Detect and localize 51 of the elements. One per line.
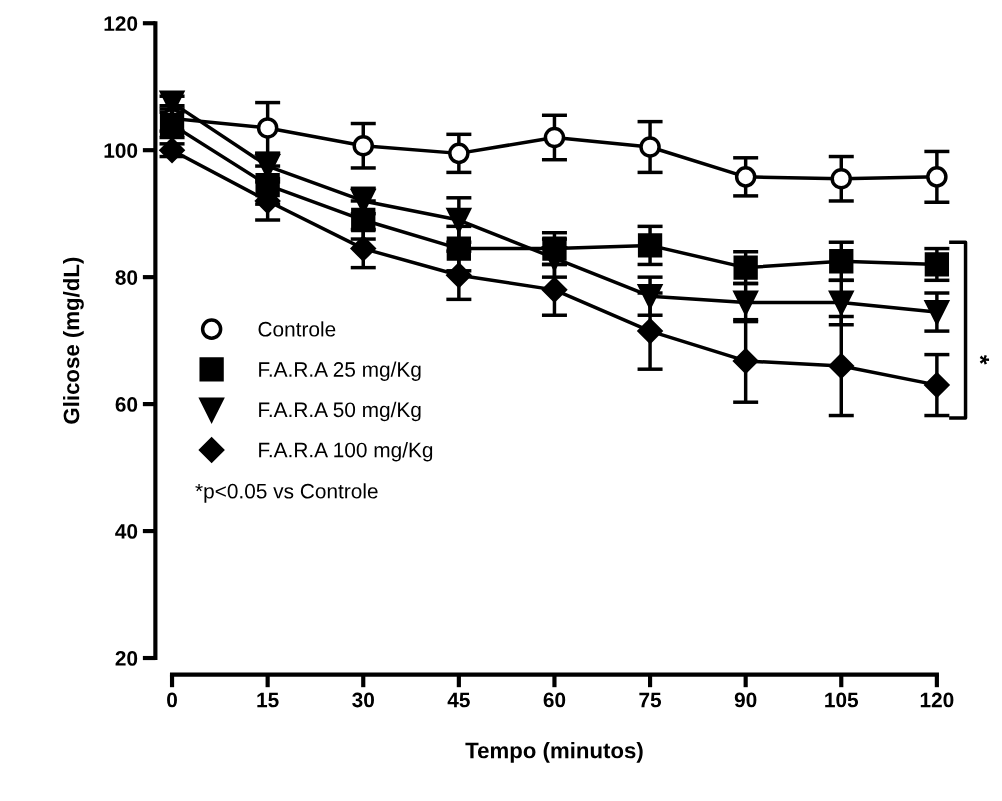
legend-label: F.A.R.A 25 mg/Kg [259,361,421,381]
x-tick-label: 75 [639,692,662,708]
point [924,372,950,398]
x-tick-label: 90 [734,692,757,708]
legend-label: F.A.R.A 100 mg/Kg [259,442,433,462]
legend-label: F.A.R.A 50 mg/Kg [259,401,421,422]
point [352,134,375,157]
legend-label: Controle [258,321,336,337]
point [446,207,472,233]
point [639,136,661,158]
annotation: * [979,354,990,365]
point [542,245,567,271]
point [924,299,950,325]
point [448,142,470,165]
point [351,207,376,233]
annotation: *p<0.05 vs Controle [195,483,378,503]
point [446,236,472,261]
point [829,249,854,274]
point [733,255,758,280]
point [733,290,758,315]
point [541,277,567,303]
y-tick-label: 80 [115,270,138,285]
x-tick-label: 120 [920,692,954,708]
y-tick-label: 100 [104,143,138,158]
x-tick-label: 0 [167,692,177,708]
point [159,137,185,163]
x-tick-label: 105 [825,692,859,708]
point [256,117,279,139]
y-tick-label: 20 [115,651,138,666]
point [637,318,663,344]
point [350,236,376,262]
point [924,252,950,277]
point [733,348,759,374]
y-tick-label: 120 [104,16,138,31]
y-tick-label: 60 [115,397,138,412]
y-tick-label: 40 [115,524,138,539]
x-axis-title: Tempo (minutos) [465,742,643,763]
x-tick-label: 30 [352,692,374,708]
point [637,233,663,258]
point [829,290,854,315]
point [828,353,854,379]
point [543,126,566,149]
x-tick-label: 45 [447,692,470,708]
point [734,166,757,188]
point [446,262,472,288]
point [830,167,853,190]
x-tick-label: 60 [543,692,566,708]
point [637,284,663,309]
x-tick-label: 15 [257,692,279,708]
point [926,166,948,188]
y-axis-title: Glicose (mg/dL) [63,257,84,424]
